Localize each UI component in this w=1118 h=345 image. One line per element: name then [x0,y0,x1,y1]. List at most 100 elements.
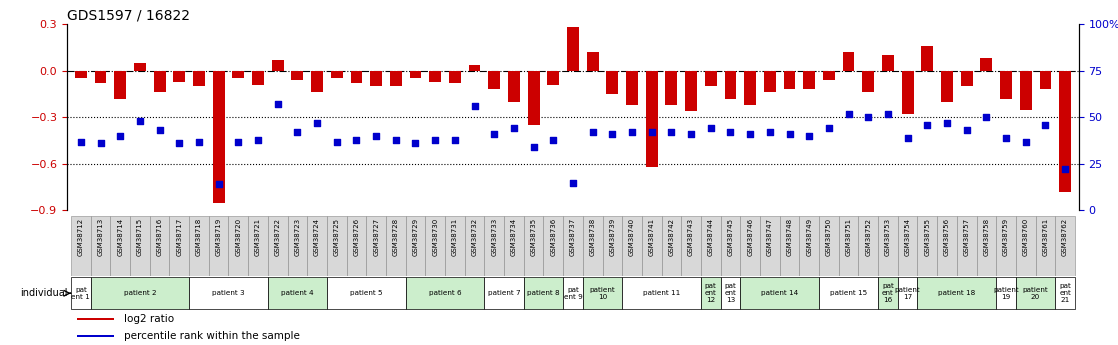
FancyBboxPatch shape [170,216,189,276]
Bar [548,71,559,85]
Text: GSM38751: GSM38751 [845,217,852,256]
Text: GSM38746: GSM38746 [747,217,754,256]
Bar [823,71,835,80]
Bar [1040,71,1051,89]
Text: patient 2: patient 2 [124,290,157,296]
Bar [764,71,776,92]
Point [72,139,89,144]
FancyBboxPatch shape [996,277,1016,309]
Bar [902,71,913,114]
Point [426,137,444,142]
Bar [390,71,401,86]
FancyBboxPatch shape [268,277,326,309]
FancyBboxPatch shape [878,277,898,309]
FancyBboxPatch shape [228,216,248,276]
FancyBboxPatch shape [563,277,582,309]
Point [997,135,1015,140]
FancyBboxPatch shape [523,277,563,309]
Point [918,122,936,128]
Point [819,126,837,131]
FancyBboxPatch shape [445,216,465,276]
Text: GSM38736: GSM38736 [550,217,557,256]
Text: GSM38758: GSM38758 [984,217,989,256]
FancyBboxPatch shape [582,216,603,276]
FancyBboxPatch shape [898,216,918,276]
Point [879,111,897,116]
Bar [1059,71,1071,192]
Bar [980,58,993,71]
FancyBboxPatch shape [248,216,268,276]
Bar [429,71,442,81]
Bar [351,71,362,83]
Text: GSM38761: GSM38761 [1042,217,1049,256]
Bar [95,71,106,83]
Bar [685,71,697,111]
Bar [665,71,678,105]
Text: GSM38749: GSM38749 [806,217,812,256]
FancyBboxPatch shape [1055,216,1074,276]
Text: GSM38726: GSM38726 [353,217,360,256]
FancyBboxPatch shape [957,216,976,276]
Bar [272,60,284,71]
Point [604,131,622,137]
Text: pat
ent 1: pat ent 1 [72,287,91,300]
FancyBboxPatch shape [603,216,623,276]
Text: GSM38717: GSM38717 [177,217,182,256]
Bar [449,71,461,83]
Point [288,129,306,135]
Text: GSM38721: GSM38721 [255,217,260,256]
Bar [1001,71,1012,99]
Point [702,126,720,131]
Bar [489,71,500,89]
FancyBboxPatch shape [307,216,326,276]
Text: GSM38713: GSM38713 [97,217,104,256]
FancyBboxPatch shape [740,216,760,276]
Text: GSM38720: GSM38720 [235,217,241,256]
Point [682,131,700,137]
Text: GSM38745: GSM38745 [728,217,733,256]
Point [1036,122,1054,128]
Text: GSM38735: GSM38735 [531,217,537,256]
FancyBboxPatch shape [326,277,406,309]
FancyBboxPatch shape [72,216,91,276]
Point [663,129,681,135]
Bar [508,71,520,102]
Text: GSM38757: GSM38757 [964,217,969,256]
Bar [567,27,579,71]
FancyBboxPatch shape [819,216,838,276]
Point [860,115,878,120]
FancyBboxPatch shape [721,277,740,309]
Point [899,135,917,140]
Bar [134,63,145,71]
Point [485,131,503,137]
Text: GSM38729: GSM38729 [413,217,418,256]
FancyBboxPatch shape [799,216,819,276]
Text: GSM38732: GSM38732 [472,217,477,256]
Bar [606,71,618,94]
Bar [173,71,186,81]
Point [249,137,267,142]
Point [524,144,542,150]
FancyBboxPatch shape [859,216,878,276]
Point [800,133,818,139]
Text: GSM38756: GSM38756 [944,217,950,256]
FancyBboxPatch shape [721,216,740,276]
Point [741,131,759,137]
Bar [212,71,225,203]
Text: GSM38712: GSM38712 [78,217,84,256]
Bar [626,71,638,105]
FancyBboxPatch shape [189,216,209,276]
Point [584,129,601,135]
Point [505,126,523,131]
Point [958,128,976,133]
FancyBboxPatch shape [130,216,150,276]
Point [131,118,149,124]
FancyBboxPatch shape [918,216,937,276]
FancyBboxPatch shape [976,216,996,276]
FancyBboxPatch shape [91,277,189,309]
Bar [75,71,87,78]
FancyBboxPatch shape [150,216,170,276]
Text: GSM38727: GSM38727 [373,217,379,256]
Text: patient
19: patient 19 [993,287,1018,300]
FancyBboxPatch shape [563,216,582,276]
